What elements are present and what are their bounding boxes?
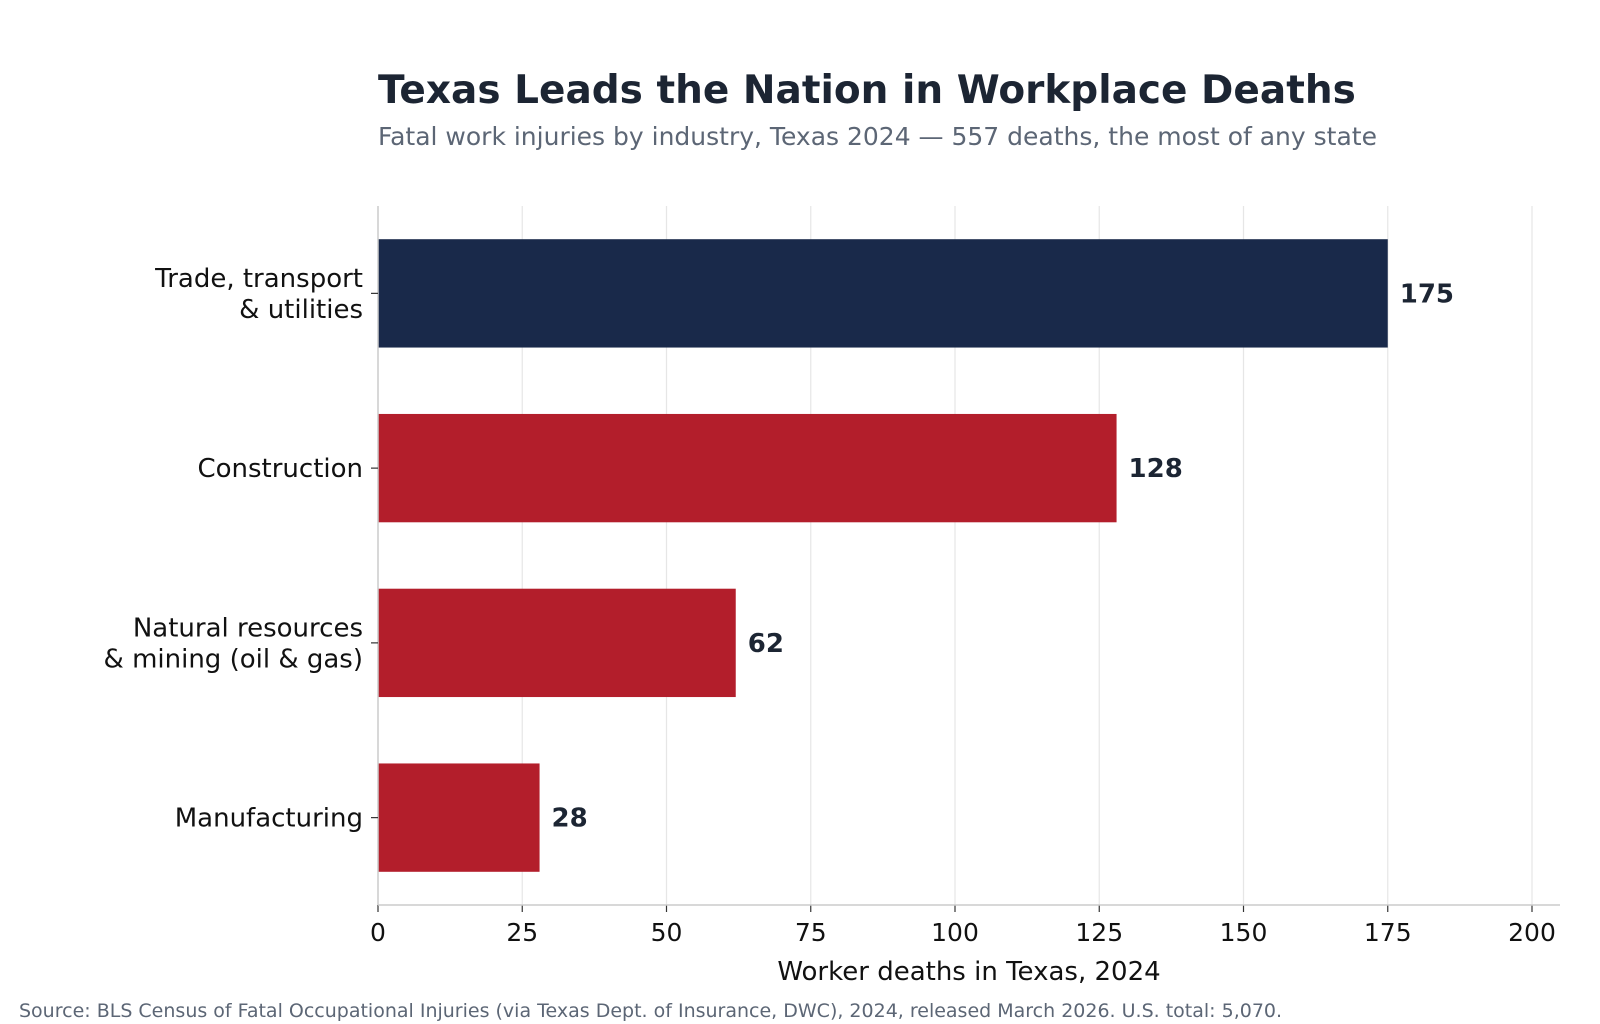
- value-label: 128: [1129, 454, 1183, 484]
- x-tick-label: 100: [931, 918, 979, 947]
- bar: [378, 239, 1388, 348]
- category-label: Construction: [197, 454, 363, 484]
- chart-title: Texas Leads the Nation in Workplace Deat…: [378, 68, 1356, 113]
- bar: [378, 588, 736, 698]
- value-label: 28: [552, 804, 588, 834]
- category-label: & mining (oil & gas): [104, 644, 363, 674]
- chart-subtitle: Fatal work injuries by industry, Texas 2…: [378, 122, 1377, 151]
- x-tick-label: 50: [651, 918, 683, 947]
- x-tick-label: 0: [370, 918, 386, 947]
- bar: [378, 413, 1117, 523]
- x-tick-label: 125: [1075, 918, 1123, 947]
- x-axis-title: Worker deaths in Texas, 2024: [777, 957, 1160, 987]
- category-label: Manufacturing: [175, 804, 363, 834]
- x-tick-label: 75: [795, 918, 827, 947]
- source-note: Source: BLS Census of Fatal Occupational…: [19, 1000, 1282, 1022]
- x-tick-label: 175: [1364, 918, 1412, 947]
- category-label: & utilities: [239, 295, 363, 325]
- x-tick-label: 150: [1220, 918, 1268, 947]
- bars: [378, 239, 1388, 872]
- x-tick-label: 200: [1508, 918, 1556, 947]
- category-label: Trade, transport: [154, 264, 363, 294]
- bar: [378, 763, 540, 872]
- labels: 0 25 50 75 100 125 150 175 200 175 Trade, transpor…: [104, 264, 1556, 947]
- axes: [371, 206, 1560, 912]
- x-tick-label: 25: [506, 918, 538, 947]
- category-label: Natural resources: [133, 613, 363, 643]
- value-label: 175: [1400, 279, 1454, 309]
- value-label: 62: [748, 629, 784, 659]
